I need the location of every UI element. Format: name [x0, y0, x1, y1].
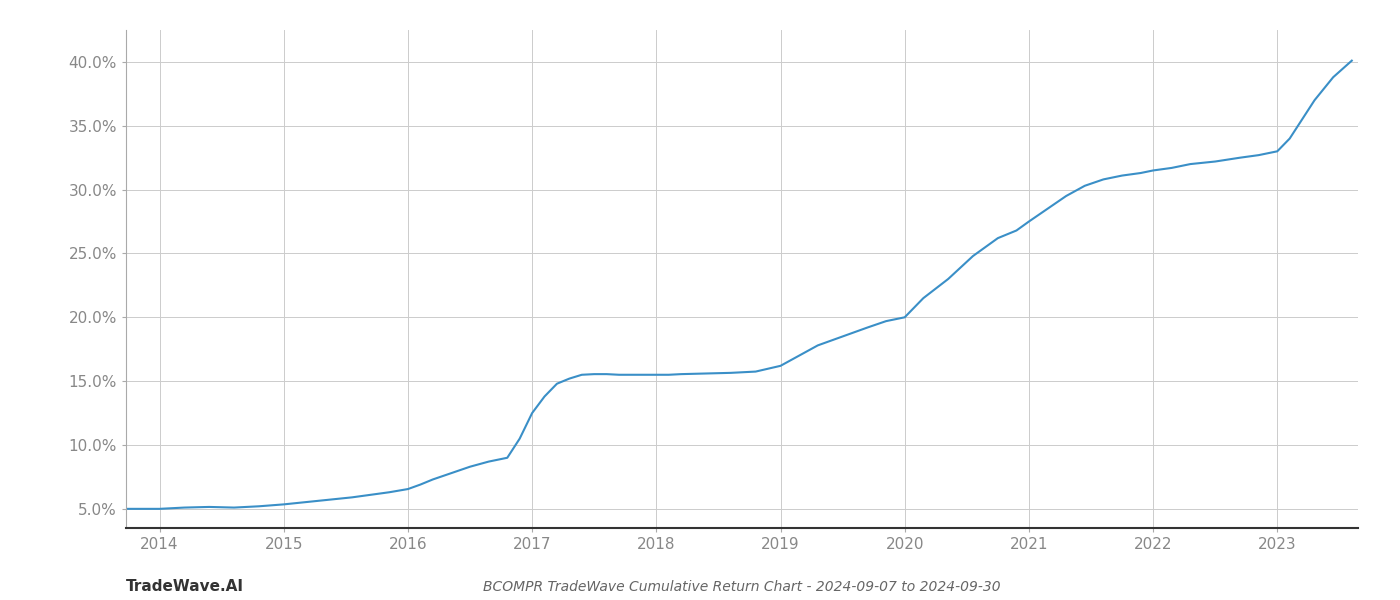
- Text: BCOMPR TradeWave Cumulative Return Chart - 2024-09-07 to 2024-09-30: BCOMPR TradeWave Cumulative Return Chart…: [483, 580, 1001, 594]
- Text: TradeWave.AI: TradeWave.AI: [126, 579, 244, 594]
